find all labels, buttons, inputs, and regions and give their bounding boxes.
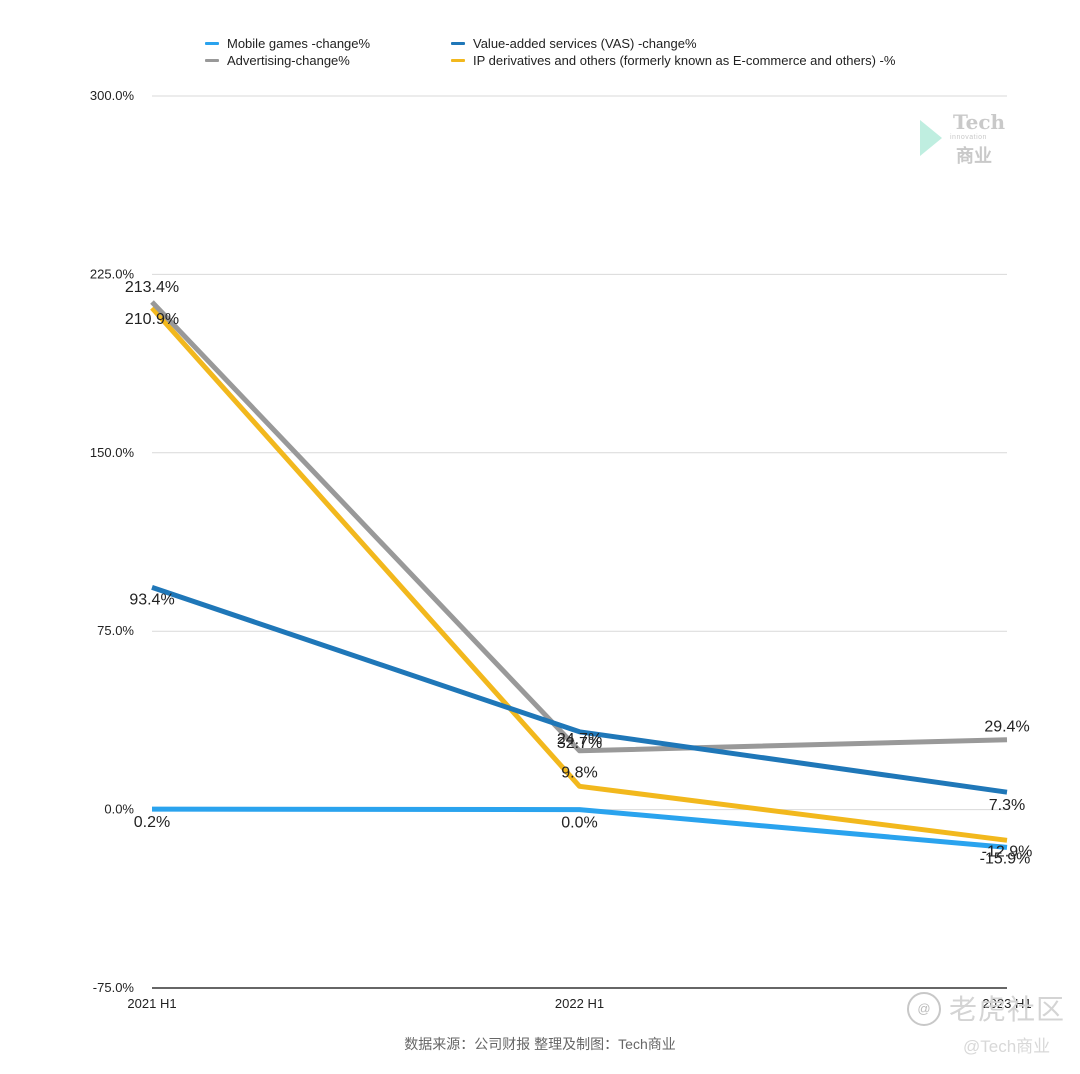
legend-item-mobile-games[interactable]: Mobile games -change% (205, 36, 370, 51)
source-caption: 数据来源：公司财报 整理及制图：Tech商业 (404, 1036, 676, 1052)
community-logo-icon: @ (907, 992, 941, 1026)
legend-label-mobile-games: Mobile games -change% (227, 36, 371, 51)
data-label: 93.4% (129, 591, 174, 608)
data-label: 24.7% (557, 731, 602, 748)
legend-swatch-mobile-games (205, 42, 219, 45)
watermark-cn-text: 商业 (956, 146, 992, 166)
legend-item-ip-derivatives[interactable]: IP derivatives and others (formerly know… (451, 53, 895, 68)
legend-swatch-vas (451, 42, 465, 45)
legend-item-advertising[interactable]: Advertising-change% (205, 53, 350, 68)
data-label: 7.3% (989, 797, 1025, 814)
legend-label-vas: Value-added services (VAS) -change% (473, 36, 697, 51)
legend-swatch-ip-derivatives (451, 59, 465, 62)
data-label: 210.9% (125, 311, 179, 328)
community-watermark-text: 老虎社区 (949, 994, 1066, 1025)
watermark-tech-text: Tech (953, 110, 1006, 134)
legend-label-ip-derivatives: IP derivatives and others (formerly know… (473, 53, 896, 68)
legend-swatch-advertising (205, 59, 219, 62)
data-label: -15.9% (980, 850, 1031, 867)
x-tick-label: 2022 H1 (555, 996, 604, 1011)
y-tick-label: 0.0% (104, 802, 134, 817)
x-tick-label: 2023 H1 (982, 996, 1031, 1011)
series-line-1[interactable] (151, 585, 1008, 795)
x-tick-label: 2021 H1 (127, 996, 176, 1011)
y-tick-label: 150.0% (90, 445, 135, 460)
series-line-2[interactable] (150, 300, 1008, 754)
y-tick-label: 75.0% (97, 623, 134, 638)
y-tick-label: -75.0% (93, 980, 135, 995)
data-label: 213.4% (125, 279, 179, 296)
data-label: 0.0% (561, 815, 597, 832)
community-watermark: @ 老虎社区 @Tech商业 (905, 988, 1075, 1058)
data-label: 32.7% (557, 735, 602, 752)
arrow-logo-icon (920, 120, 942, 156)
data-label: 0.2% (134, 814, 170, 831)
series-line-3[interactable] (150, 306, 1008, 843)
community-watermark-handle: @Tech商业 (963, 1037, 1051, 1056)
data-label: -12.9% (982, 843, 1033, 860)
data-label: 29.4% (984, 719, 1029, 736)
legend-label-advertising: Advertising-change% (227, 53, 350, 68)
legend-item-vas[interactable]: Value-added services (VAS) -change% (451, 36, 697, 51)
watermark-sub-text: innovation (950, 134, 987, 141)
tech-logo-watermark: Tech innovation 商业 (920, 110, 1015, 170)
series-line-0[interactable] (151, 806, 1008, 850)
y-tick-label: 225.0% (90, 266, 135, 281)
data-label: 9.8% (561, 764, 597, 781)
y-tick-label: 300.0% (90, 88, 135, 103)
